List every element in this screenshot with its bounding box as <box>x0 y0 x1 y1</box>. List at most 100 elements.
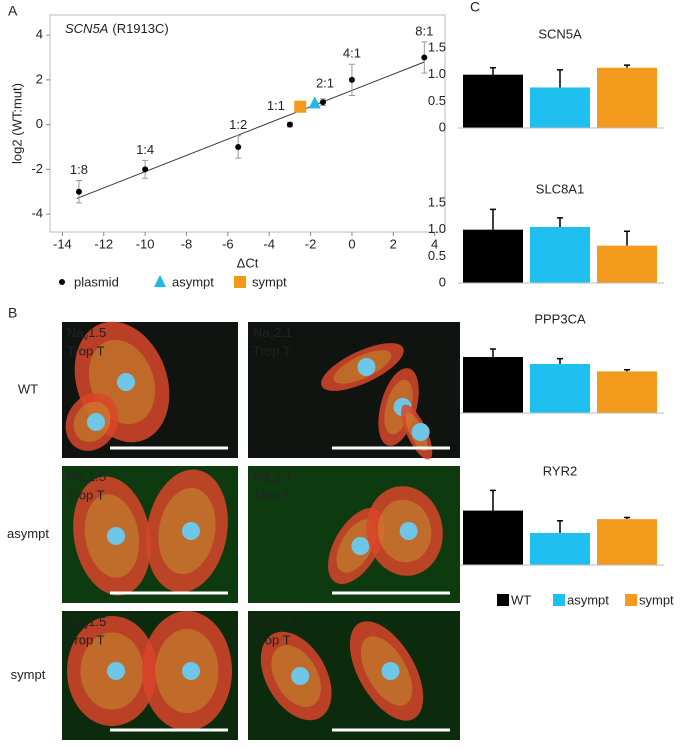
stain-label: Trop T <box>253 343 291 358</box>
channel-label: Nav2.1 <box>253 325 292 342</box>
channel-label: Nav1.5 <box>67 469 106 486</box>
x-tick-label: -12 <box>94 236 113 251</box>
point-label: 1:1 <box>267 98 285 113</box>
y-tick-label: 1.0 <box>428 66 446 81</box>
legend-label: asympt <box>567 592 609 607</box>
channel-sub: v <box>84 332 89 342</box>
nucleus <box>291 667 310 685</box>
data-point <box>235 143 242 150</box>
y-tick-label: -4 <box>31 206 43 221</box>
legend-swatch <box>497 594 509 606</box>
y-tick-label: -2 <box>31 161 43 176</box>
x-tick-label: -2 <box>305 236 317 251</box>
legend-label: plasmid <box>74 274 119 289</box>
legend-swatch <box>625 594 637 606</box>
chart-title: SCN5A <box>538 26 582 41</box>
panel-label: B <box>8 305 17 321</box>
legend-swatch <box>553 594 565 606</box>
channel-suffix: 1.5 <box>88 469 106 484</box>
y-tick-label: 1.5 <box>428 194 446 209</box>
point-label: 1:4 <box>136 142 154 157</box>
chart-title: PPP3CA <box>534 311 586 326</box>
point-label: 8:1 <box>415 23 433 38</box>
bar <box>463 229 523 283</box>
x-tick-label: 4 <box>431 236 438 251</box>
stain-label: Trop T <box>253 632 291 647</box>
channel-suffix: 2.1 <box>274 325 292 340</box>
x-tick-label: 0 <box>348 236 355 251</box>
point-label: 4:1 <box>343 46 361 61</box>
bar <box>530 87 590 128</box>
x-tick-label: -4 <box>263 236 275 251</box>
chart-title: SLC8A1 <box>536 181 584 196</box>
legend-label: WT <box>511 592 531 607</box>
title-gene: SCN5A <box>65 21 108 36</box>
panel-label: A <box>8 3 18 19</box>
bar <box>597 519 657 565</box>
nucleus <box>381 662 400 680</box>
data-point <box>142 166 149 173</box>
channel-label: Nav1.5 <box>67 325 106 342</box>
title-variant: (R1913C) <box>112 21 168 36</box>
channel-suffix: 2.1 <box>274 614 292 629</box>
x-tick-label: -6 <box>222 236 234 251</box>
y-tick-label: 2 <box>36 71 43 86</box>
y-tick-label: 0 <box>439 274 446 289</box>
nucleus <box>351 537 370 555</box>
row-label: sympt <box>11 667 46 682</box>
channel-prefix: Na <box>253 614 270 629</box>
y-tick-label: 1.5 <box>428 39 446 54</box>
x-tick-label: -10 <box>136 236 155 251</box>
channel-suffix: 1.5 <box>88 325 106 340</box>
legend-swatch <box>59 279 65 285</box>
nucleus <box>87 413 105 431</box>
stain-label: Trop T <box>253 487 291 502</box>
nucleus <box>411 423 430 441</box>
error-bar <box>490 489 496 511</box>
bar <box>530 363 590 413</box>
y-axis-title: log2 (WT:mut) <box>9 83 24 164</box>
x-tick-label: -14 <box>53 236 72 251</box>
error-bar <box>557 69 563 88</box>
y-tick-label: 4 <box>36 27 43 42</box>
point-label: 2:1 <box>316 76 334 91</box>
nucleus <box>399 522 418 540</box>
stain-label: Trop T <box>67 343 105 358</box>
y-tick-label: 1.0 <box>428 221 446 236</box>
row-label: asympt <box>7 526 49 541</box>
error-bar <box>624 64 630 68</box>
y-tick-label: 0.5 <box>428 93 446 108</box>
channel-label: Nav2.1 <box>253 469 292 486</box>
nucleus <box>357 358 376 376</box>
bar <box>463 74 523 128</box>
channel-prefix: Na <box>67 325 84 340</box>
channel-sub: v <box>270 476 275 486</box>
point-label: 1:2 <box>229 117 247 132</box>
fit-line <box>76 61 425 199</box>
data-point <box>308 96 321 109</box>
x-tick-label: -8 <box>181 236 193 251</box>
bar <box>530 227 590 283</box>
row-label: WT <box>18 381 38 396</box>
x-tick-label: 2 <box>390 236 397 251</box>
y-tick-label: 0 <box>36 116 43 131</box>
stain-label: Trop T <box>67 632 105 647</box>
bar <box>463 510 523 565</box>
x-axis-title: ΔCt <box>237 255 259 270</box>
error-bar <box>624 230 630 246</box>
bar <box>597 371 657 413</box>
error-bar <box>557 217 563 227</box>
bar <box>597 245 657 283</box>
legend-label: sympt <box>252 274 287 289</box>
chart-title: RYR2 <box>543 463 577 478</box>
data-point <box>319 99 326 106</box>
channel-suffix: 2.1 <box>274 469 292 484</box>
channel-sub: v <box>84 476 89 486</box>
data-point <box>421 54 428 61</box>
point-label: 1:8 <box>70 162 88 177</box>
chart-title: SCN5A (R1913C) <box>65 21 169 36</box>
stain-label: Trop T <box>67 487 105 502</box>
error-bar <box>490 208 496 230</box>
channel-prefix: Na <box>67 614 84 629</box>
